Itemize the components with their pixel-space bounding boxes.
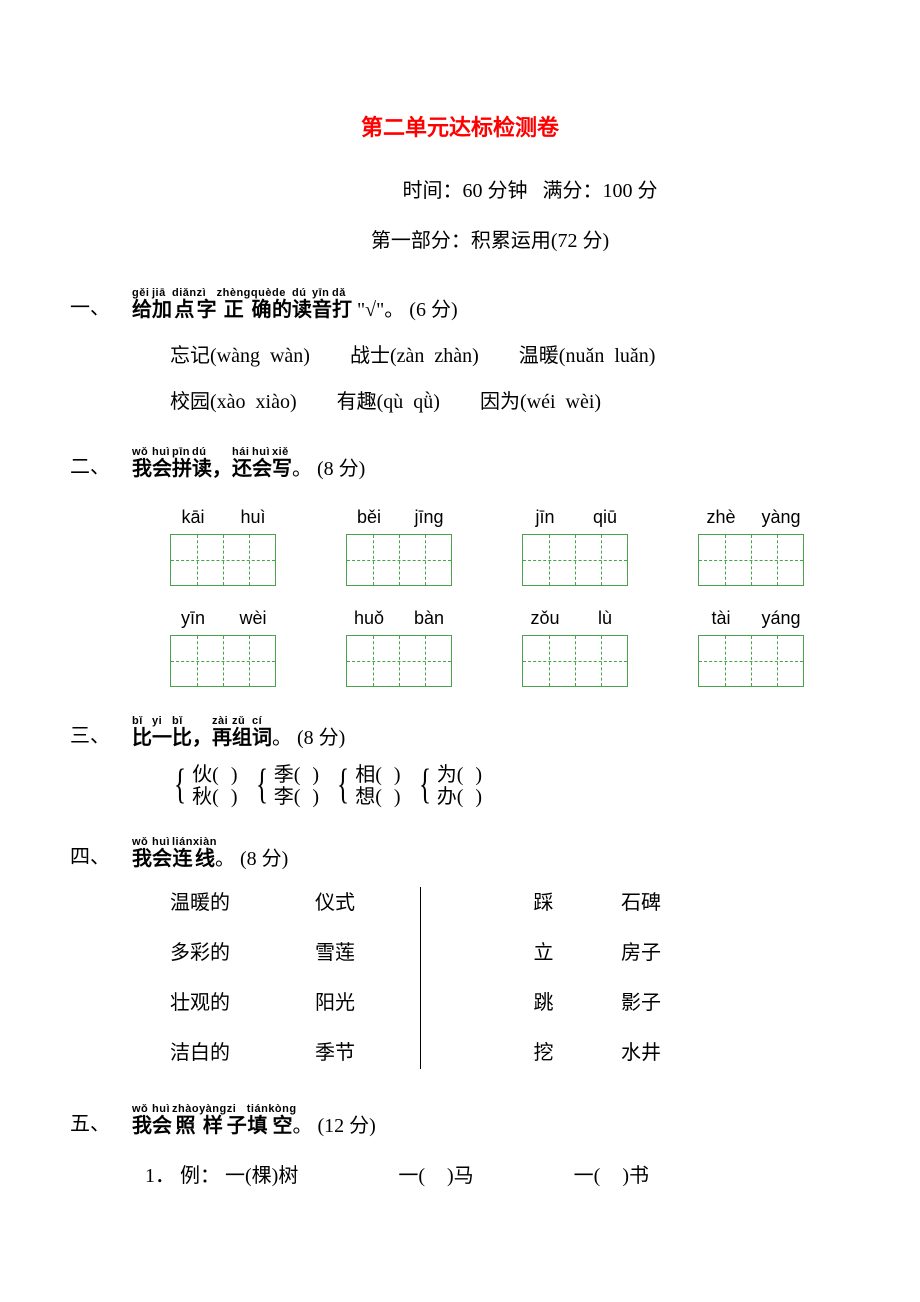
writing-box xyxy=(698,534,804,586)
match-item: 立 xyxy=(466,937,621,969)
q4-tail: 。 xyxy=(215,848,235,870)
compare-pair: { 为() 办() xyxy=(415,764,483,808)
match-item: 石碑 xyxy=(621,887,711,919)
q3-heading-ruby: 比bǐ一yi比bǐ，再zài组zǔ词cí xyxy=(132,727,272,749)
q3-pairs: { 伙() 秋() { 季() 李() { 相() 想() { 为() xyxy=(170,764,850,808)
writing-box xyxy=(346,534,452,586)
q3-tail: 。 xyxy=(272,727,292,749)
q1-row2: 校园(xào xiào) 有趣(qù qǜ) 因为(wéi wèi) xyxy=(170,386,850,418)
match-item: 挖 xyxy=(466,1037,621,1069)
full-value: 100 分 xyxy=(603,180,658,202)
writing-box xyxy=(170,534,276,586)
q4-body: 温暖的多彩的壮观的洁白的 仪式雪莲阳光季节 踩立跳挖 石碑房子影子水井 xyxy=(170,887,850,1069)
match-item: 跳 xyxy=(466,987,621,1019)
exam-title: 第二单元达标检测卷 xyxy=(70,110,850,145)
q1-item: 忘记(wàng wàn) xyxy=(170,340,310,372)
match-item: 多彩的 xyxy=(170,937,315,969)
q2-row2: yīnwèi huǒbàn zǒulù tàiyáng xyxy=(170,604,850,687)
writing-box xyxy=(522,635,628,687)
pinyin-box-group: kāihuì xyxy=(170,503,276,586)
q1-tail: "√"。 xyxy=(357,299,404,321)
pinyin-box-group: běijīng xyxy=(346,503,452,586)
q2-points: (8 分) xyxy=(317,458,365,480)
q4-points: (8 分) xyxy=(240,848,288,870)
q5-points: (12 分) xyxy=(317,1115,375,1137)
pinyin-box-group: huǒbàn xyxy=(346,604,452,687)
match-item: 房子 xyxy=(621,937,711,969)
time-value: 60 分钟 xyxy=(463,180,528,202)
q4-heading: 四、 我wǒ会huì连lián线xiàn。 (8 分) xyxy=(70,836,850,875)
match-item: 踩 xyxy=(466,887,621,919)
q1-item: 温暖(nuǎn luǎn) xyxy=(519,340,656,372)
q1-item: 校园(xào xiào) xyxy=(170,386,297,418)
compare-pair: { 伙() 秋() xyxy=(170,764,238,808)
q4-divider xyxy=(420,887,421,1069)
q2-number: 二、 xyxy=(70,451,132,485)
q1-item: 有趣(qù qǜ) xyxy=(337,386,440,418)
match-item: 洁白的 xyxy=(170,1037,315,1069)
q1-number: 一、 xyxy=(70,292,132,326)
q5-heading: 五、 我wǒ会huì照zhào样yàng子zi填tián空kòng。 (12 分… xyxy=(70,1103,850,1142)
q3-heading: 三、 比bǐ一yi比bǐ，再zài组zǔ词cí。 (8 分) xyxy=(70,715,850,754)
q5-label: 例： xyxy=(180,1165,220,1187)
q4-col-r2: 石碑房子影子水井 xyxy=(621,887,711,1069)
writing-box xyxy=(170,635,276,687)
q1-row1: 忘记(wàng wàn) 战士(zàn zhàn) 温暖(nuǎn luǎn) xyxy=(170,340,850,372)
q1-item: 因为(wéi wèi) xyxy=(480,386,601,418)
q5-blank-c: 一()书 xyxy=(574,1160,649,1192)
q3-points: (8 分) xyxy=(297,727,345,749)
q5-blank-b: 一()马 xyxy=(398,1160,473,1192)
q3-number: 三、 xyxy=(70,720,132,754)
pinyin-box-group: zǒulù xyxy=(522,604,628,687)
q2-heading: 二、 我wǒ会huì拼pīn读dú，还hái会huì写xiě。 (8 分) xyxy=(70,446,850,485)
match-item: 温暖的 xyxy=(170,887,315,919)
match-item: 阳光 xyxy=(315,987,420,1019)
q4-col-r1: 踩立跳挖 xyxy=(466,887,621,1069)
pinyin-box-group: jīnqiū xyxy=(522,503,628,586)
q4-number: 四、 xyxy=(70,841,132,875)
q2-heading-ruby: 我wǒ会huì拼pīn读dú，还hái会huì写xiě xyxy=(132,458,292,480)
match-item: 季节 xyxy=(315,1037,420,1069)
q1-heading: 一、 给gěi加jiā点diǎn字zì正zhèng确què的de读dú音yīn打… xyxy=(70,287,850,326)
q1-heading-ruby: 给gěi加jiā点diǎn字zì正zhèng确què的de读dú音yīn打dǎ xyxy=(132,299,352,321)
full-label: 满分： xyxy=(543,180,603,202)
q1-item: 战士(zàn zhàn) xyxy=(350,340,479,372)
compare-pair: { 相() 想() xyxy=(333,764,401,808)
q4-col-left: 温暖的多彩的壮观的洁白的 xyxy=(170,887,315,1069)
match-item: 影子 xyxy=(621,987,711,1019)
q5-example: 一(棵)树 xyxy=(225,1165,298,1187)
q5-heading-ruby: 我wǒ会huì照zhào样yàng子zi填tián空kòng xyxy=(132,1115,292,1137)
exam-meta: 时间：60 分钟 满分：100 分 xyxy=(70,175,850,207)
page: 第二单元达标检测卷 时间：60 分钟 满分：100 分 第一部分：积累运用(72… xyxy=(0,0,920,1232)
pinyin-box-group: yīnwèi xyxy=(170,604,276,687)
compare-pair: { 季() 李() xyxy=(252,764,320,808)
q5-item: 1． 例： 一(棵)树 一()马 一()书 xyxy=(145,1160,850,1192)
part-heading: 第一部分：积累运用(72 分) xyxy=(70,225,850,257)
q5-number: 五、 xyxy=(70,1108,132,1142)
match-item: 仪式 xyxy=(315,887,420,919)
q4-heading-ruby: 我wǒ会huì连lián线xiàn xyxy=(132,848,215,870)
match-item: 雪莲 xyxy=(315,937,420,969)
pinyin-box-group: tàiyáng xyxy=(698,604,804,687)
q2-row1: kāihuì běijīng jīnqiū zhèyàng xyxy=(170,503,850,586)
time-label: 时间： xyxy=(403,180,463,202)
match-item: 壮观的 xyxy=(170,987,315,1019)
q5-idx: 1． xyxy=(145,1165,175,1187)
q2-tail: 。 xyxy=(292,458,312,480)
q5-tail: 。 xyxy=(292,1115,312,1137)
q4-col-mid: 仪式雪莲阳光季节 xyxy=(315,887,420,1069)
writing-box xyxy=(698,635,804,687)
q1-points: (6 分) xyxy=(409,299,457,321)
match-item: 水井 xyxy=(621,1037,711,1069)
writing-box xyxy=(346,635,452,687)
pinyin-box-group: zhèyàng xyxy=(698,503,804,586)
writing-box xyxy=(522,534,628,586)
